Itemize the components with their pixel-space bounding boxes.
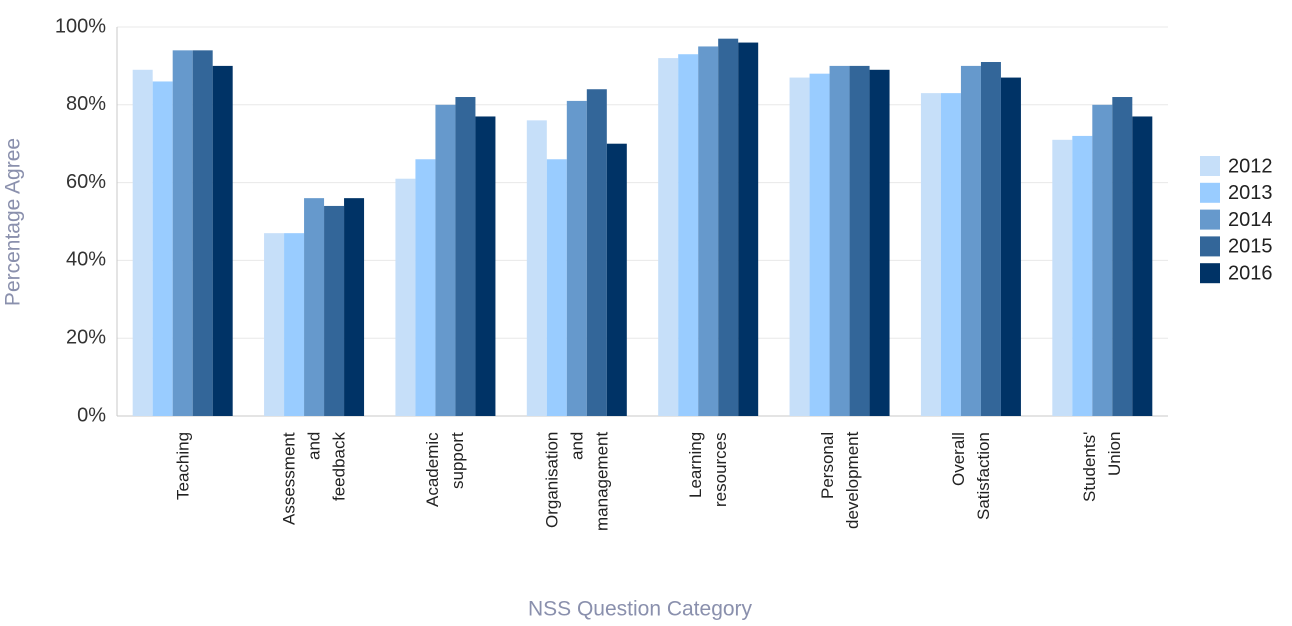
x-tick-label: Personal development <box>817 432 862 530</box>
bar <box>980 62 1001 416</box>
bar <box>1052 139 1073 416</box>
bar <box>324 205 345 416</box>
y-tick-label: 80% <box>66 93 106 115</box>
bar <box>132 69 153 416</box>
bar <box>192 50 213 417</box>
bar <box>546 159 567 416</box>
y-tick-label: 100% <box>55 15 106 37</box>
legend-label: 2016 <box>1228 262 1273 284</box>
bar <box>829 65 850 417</box>
bar <box>1000 77 1021 416</box>
bar <box>1112 97 1133 417</box>
y-tick-label: 0% <box>77 404 106 426</box>
x-tick-label: Organisation and management <box>542 431 612 531</box>
legend-swatch <box>1200 209 1220 230</box>
bar <box>152 81 173 417</box>
y-axis-title: Percentage Agree <box>2 138 25 306</box>
bar <box>606 143 627 416</box>
bar <box>960 65 981 417</box>
x-axis-title: NSS Question Category <box>528 598 753 621</box>
y-tick-label: 60% <box>66 171 106 193</box>
bar <box>395 178 416 416</box>
legend-swatch <box>1200 236 1220 257</box>
bar <box>1132 116 1153 416</box>
x-tick-label: Assessment and feedback <box>279 432 349 525</box>
bar <box>526 120 547 417</box>
bar <box>809 73 830 417</box>
bar <box>475 116 496 416</box>
bar <box>1072 135 1093 417</box>
y-tick-label: 20% <box>66 326 106 348</box>
bar <box>940 93 961 416</box>
legend-swatch <box>1200 156 1220 176</box>
bar <box>172 50 193 417</box>
y-tick-label: 40% <box>66 249 106 271</box>
bar <box>738 42 759 417</box>
bar <box>658 58 679 417</box>
legend-swatch <box>1200 263 1220 284</box>
bar <box>698 46 719 416</box>
legend-label: 2014 <box>1228 209 1273 231</box>
x-tick-label: Learning resources <box>686 432 731 507</box>
legend-label: 2012 <box>1228 155 1273 177</box>
bar <box>415 159 436 416</box>
bar <box>212 65 233 417</box>
bar <box>304 198 325 416</box>
bar <box>1092 104 1113 417</box>
x-tick-label: Teaching <box>173 432 193 501</box>
legend-label: 2013 <box>1228 182 1273 204</box>
bar <box>718 38 739 417</box>
bar <box>435 104 456 417</box>
x-tick-label: Academic support <box>423 432 468 507</box>
bar <box>678 54 699 416</box>
bar <box>284 233 305 416</box>
bar <box>789 77 810 416</box>
bar <box>264 233 285 416</box>
legend-label: 2015 <box>1228 236 1273 258</box>
bar <box>849 65 870 417</box>
x-tick-label: Overall Satisfaction <box>948 432 993 520</box>
bar <box>586 89 607 417</box>
legend-swatch <box>1200 182 1220 203</box>
bar <box>869 69 890 416</box>
bar <box>566 100 587 416</box>
bar <box>920 93 941 416</box>
bar <box>455 97 476 417</box>
x-tick-label: Students' Union <box>1080 432 1125 503</box>
bar <box>344 198 365 416</box>
